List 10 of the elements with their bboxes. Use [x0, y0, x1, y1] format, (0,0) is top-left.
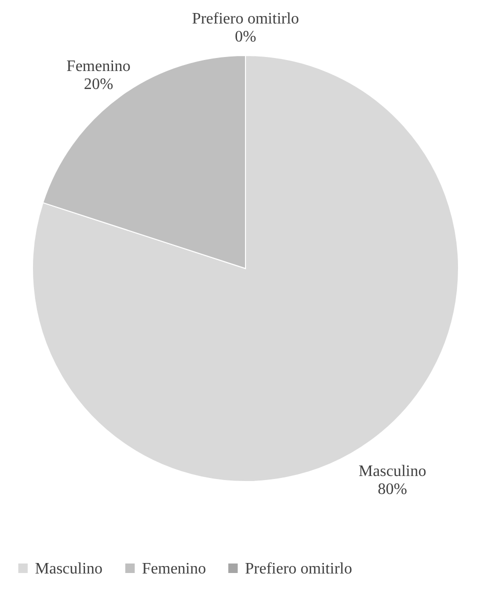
- legend-label: Femenino: [142, 560, 206, 578]
- text: 0%: [234, 28, 256, 46]
- legend-label: Masculino: [35, 560, 103, 578]
- category-label: Prefiero omitirlo: [192, 10, 300, 28]
- pie-slice: [32, 55, 459, 482]
- data-label: 80%: [378, 480, 408, 498]
- slice-label: Femenino: [66, 58, 131, 76]
- data-label: 20%: [84, 76, 114, 94]
- slice-label: Masculino: [358, 462, 426, 480]
- legend-label: Prefiero omitirlo: [245, 560, 352, 578]
